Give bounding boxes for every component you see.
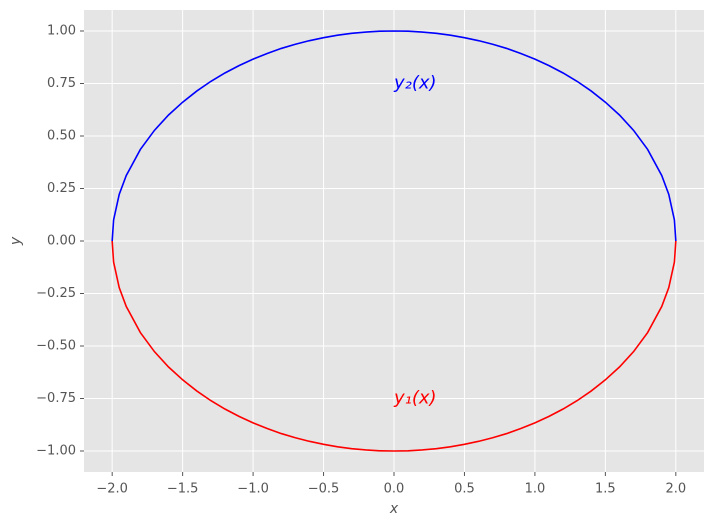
y-tick-label: −0.75 [36,391,76,406]
y-axis-label: y [8,236,24,246]
x-tick-label: 1.5 [595,482,616,497]
line [111,30,677,242]
y-tick-label: −0.50 [36,339,76,354]
y-tick-label: 0.25 [47,181,76,196]
x-tick-label: 0.0 [384,482,405,497]
x-tick-label: −1.0 [237,482,269,497]
y-tick-label: −1.00 [36,444,76,459]
x-tick-label: −2.0 [96,482,128,497]
x-tick-label: 0.5 [454,482,475,497]
x-tick-label: −1.5 [167,482,199,497]
y-tick-label: 1.00 [47,24,76,39]
x-axis-label: x [389,501,399,517]
y-tick-label: 0.50 [47,129,76,144]
annotation: y₁(x) [393,388,437,409]
y-tick-label: 0.00 [47,234,76,249]
x-tick-label: −0.5 [308,482,340,497]
y-tick-label: −0.25 [36,286,76,301]
y-tick-label: 0.75 [47,76,76,91]
annotation: y₂(x) [393,73,437,94]
line [111,240,677,452]
x-tick-label: 1.0 [525,482,546,497]
x-tick-label: 2.0 [665,482,686,497]
